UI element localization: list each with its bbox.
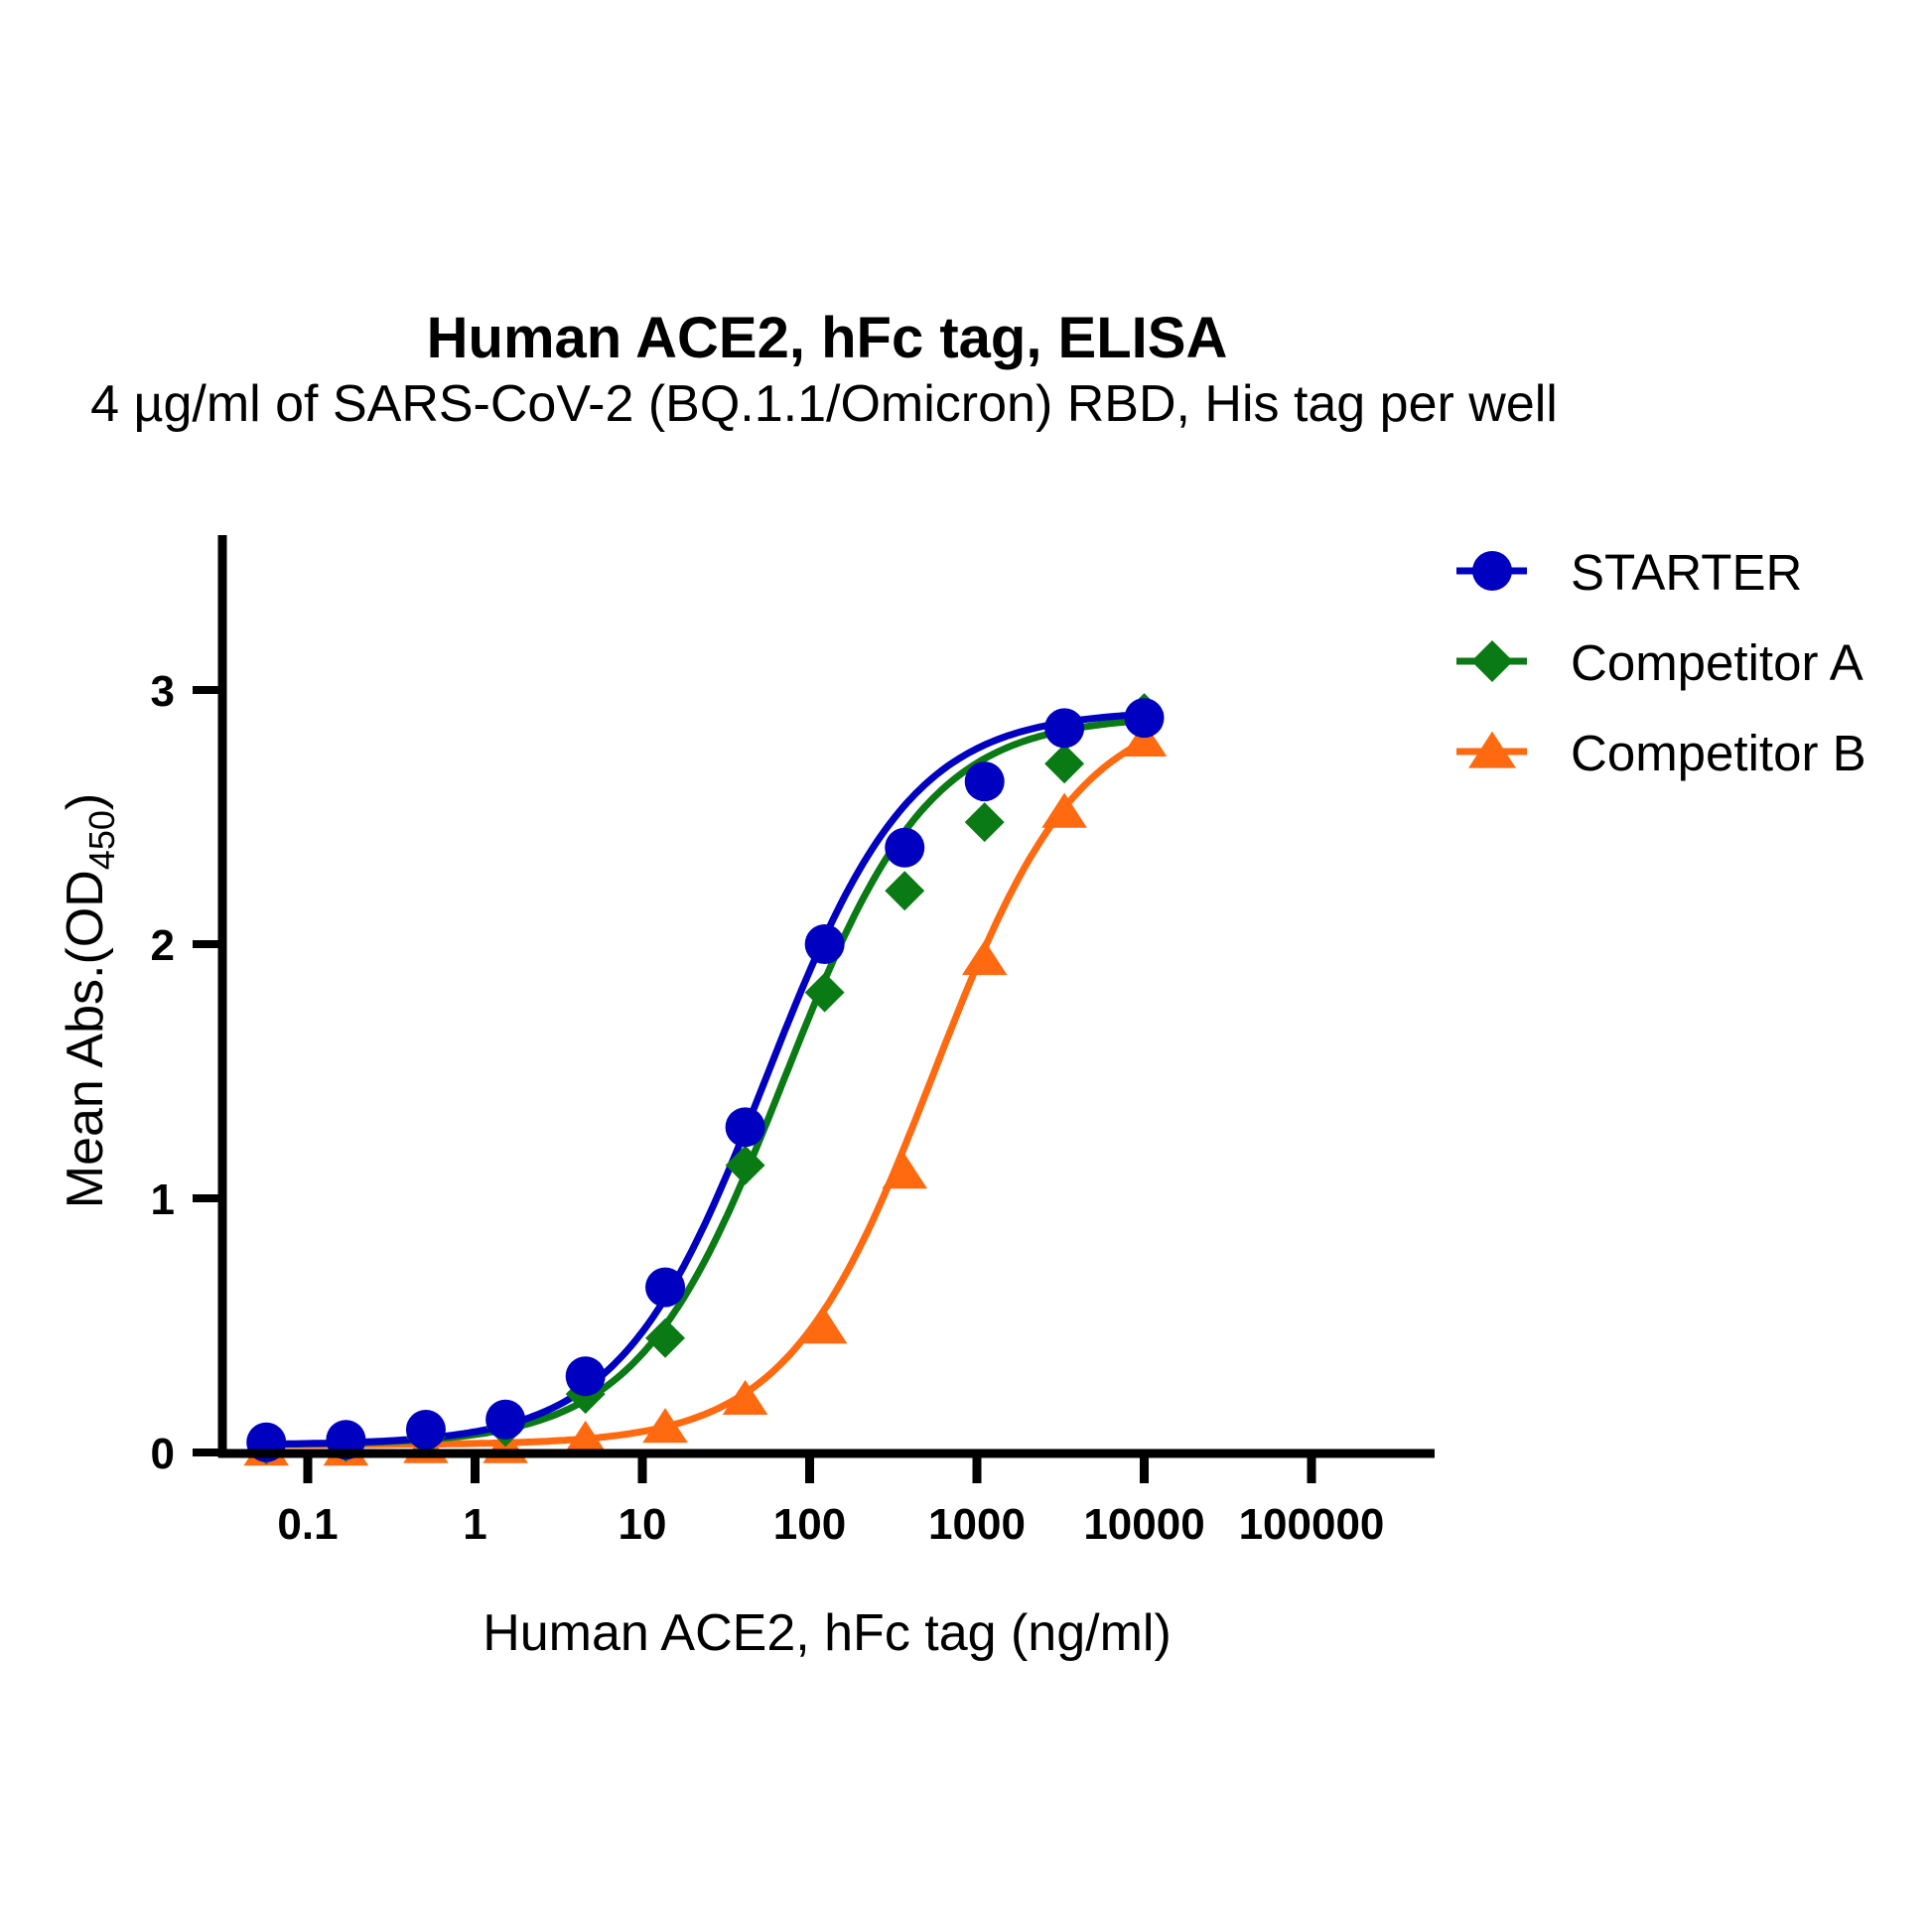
y-tick-label: 1 [151, 1175, 175, 1224]
legend-marker-competitor-a-icon [1471, 640, 1513, 682]
data-point-competitor-a [964, 802, 1005, 843]
data-point-starter [725, 1107, 765, 1148]
x-axis-label: Human ACE2, hFc tag (ng/ml) [483, 1604, 1172, 1662]
legend-label-competitor-b: Competitor B [1571, 725, 1866, 781]
chart-subtitle: 4 µg/ml of SARS-CoV-2 (BQ.1.1/Omicron) R… [90, 375, 1558, 433]
x-tick-label: 10000 [1083, 1500, 1204, 1549]
x-tick-label: 100000 [1239, 1500, 1385, 1549]
data-point-competitor-b [1121, 721, 1168, 758]
x-tick-label: 1000 [928, 1500, 1026, 1549]
data-point-starter [485, 1399, 526, 1440]
x-tick-label: 1 [463, 1500, 486, 1549]
fit-curves [262, 711, 1148, 1449]
y-axis-label-subscript: 450 [81, 810, 122, 870]
data-point-starter [885, 827, 925, 868]
data-point-competitor-a [885, 871, 925, 911]
y-ticks: 0 1 2 3 [151, 667, 224, 1478]
y-axis-label: Mean Abs.(OD450) [57, 793, 122, 1208]
data-point-starter [645, 1267, 686, 1308]
x-tick-label: 100 [773, 1500, 846, 1549]
x-tick-label: 0.1 [277, 1500, 338, 1549]
legend-label-starter: STARTER [1571, 544, 1802, 601]
legend-item-starter: STARTER [1456, 544, 1802, 601]
data-point-starter [804, 924, 845, 964]
y-tick-label: 3 [151, 667, 175, 716]
legend: STARTER Competitor A Competitor B [1456, 544, 1866, 781]
y-tick-label: 0 [151, 1430, 175, 1478]
data-point-starter [565, 1356, 606, 1397]
data-point-competitor-a [804, 972, 845, 1013]
data-points [243, 693, 1168, 1466]
data-point-competitor-b [961, 940, 1008, 976]
legend-marker-starter-icon [1472, 551, 1512, 591]
legend-item-competitor-b: Competitor B [1456, 725, 1866, 781]
x-tick-label: 10 [619, 1500, 667, 1549]
data-point-competitor-b [562, 1420, 609, 1456]
legend-marker-competitor-b-icon [1468, 731, 1516, 768]
y-tick-label: 2 [151, 921, 175, 970]
data-point-starter [1044, 708, 1085, 749]
fit-curve-competitor-b [262, 738, 1148, 1449]
data-point-competitor-b [801, 1309, 848, 1344]
data-point-competitor-b [1041, 792, 1087, 828]
y-axis-label-end: ) [57, 793, 114, 810]
data-point-starter [405, 1409, 446, 1449]
data-point-competitor-b [882, 1154, 928, 1189]
data-point-starter [964, 761, 1005, 802]
data-point-competitor-b [722, 1379, 768, 1416]
fit-curve-competitor-a [262, 717, 1148, 1449]
data-point-competitor-a [1044, 744, 1085, 784]
legend-label-competitor-a: Competitor A [1571, 634, 1863, 691]
fit-curve-starter [262, 711, 1148, 1449]
data-point-competitor-a [645, 1317, 685, 1358]
data-point-competitor-b [642, 1408, 688, 1444]
x-ticks: 0.1 1 10 100 1000 10000 100000 [277, 1453, 1384, 1549]
data-point-starter [1124, 698, 1165, 739]
data-point-competitor-a [725, 1145, 765, 1185]
chart-title: Human ACE2, hFc tag, ELISA [427, 306, 1228, 370]
legend-item-competitor-a: Competitor A [1456, 634, 1863, 691]
y-axis-label-main: Mean Abs.(OD [57, 870, 114, 1208]
